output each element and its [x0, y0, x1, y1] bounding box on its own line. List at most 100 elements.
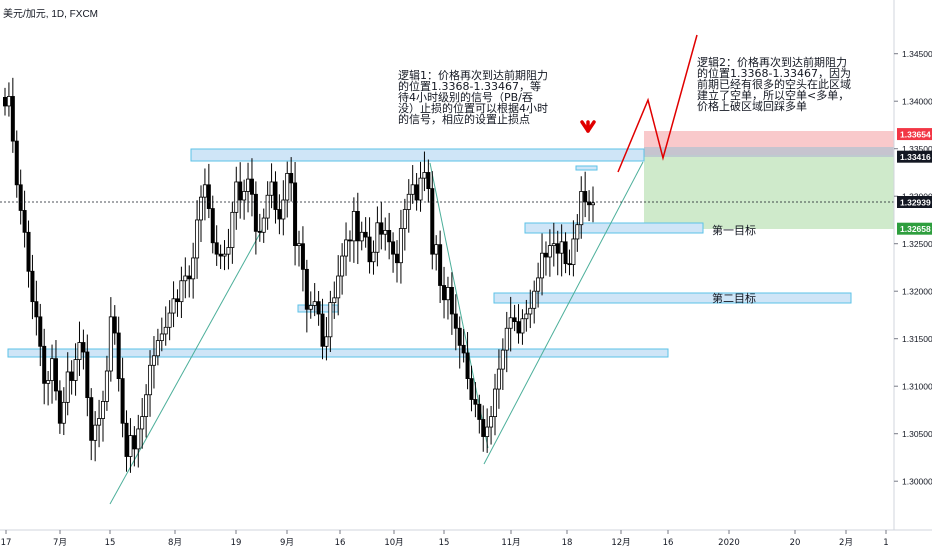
- candle: [112, 305, 117, 345]
- time-tick-label: 2月: [839, 538, 853, 548]
- price-tick-label: 1.34500: [902, 49, 932, 59]
- candle: [387, 212, 392, 260]
- candle: [85, 334, 90, 417]
- candle: [300, 226, 305, 292]
- candle: [434, 235, 439, 271]
- candle: [528, 289, 533, 329]
- time-tick-label: 8月: [168, 538, 182, 548]
- candle: [332, 281, 337, 319]
- candle: [89, 388, 94, 461]
- candle: [277, 194, 282, 235]
- time-tick-label: 2020: [718, 538, 740, 548]
- candle: [14, 130, 19, 198]
- candle: [500, 338, 505, 391]
- profit-target-zone: [644, 155, 894, 229]
- first-target-label: 第一目标: [712, 224, 756, 237]
- candle: [155, 328, 160, 366]
- candle: [179, 266, 184, 318]
- price-badge: [897, 150, 932, 163]
- candle: [293, 162, 298, 266]
- candle: [195, 200, 200, 279]
- candle: [418, 161, 423, 212]
- candle: [50, 344, 55, 404]
- candle: [555, 230, 560, 276]
- small-zone[interactable]: [575, 165, 598, 171]
- candle: [61, 387, 66, 436]
- trendline-2[interactable]: [429, 162, 489, 449]
- time-tick-label: 12月: [611, 538, 630, 548]
- trendline-3[interactable]: [483, 161, 644, 465]
- candle: [218, 244, 223, 269]
- price-tick-label: 1.34000: [902, 97, 932, 107]
- candle: [187, 265, 192, 298]
- candle: [230, 201, 235, 264]
- resistance-zone[interactable]: [190, 148, 645, 162]
- candle: [6, 82, 11, 117]
- candle: [543, 241, 548, 276]
- price-badge-label: 1.33416: [900, 152, 931, 162]
- candle: [210, 195, 215, 254]
- candle: [163, 306, 168, 346]
- time-tick-label: 1: [883, 538, 888, 548]
- candle: [144, 384, 149, 438]
- candle: [65, 352, 70, 416]
- symbol-label: 美元/加元, 1D, FXCM: [3, 9, 99, 20]
- candles-layer: [3, 77, 596, 473]
- price-tick-label: 1.30500: [902, 429, 932, 439]
- second-target-label: 第二目标: [712, 292, 756, 305]
- entry-band: [644, 147, 894, 157]
- candle: [363, 217, 368, 248]
- annotation-logic-1[interactable]: 逻辑1：价格再次到达前期阻力的位置1.3368-1.33467，等待4小时级别的…: [398, 69, 548, 126]
- candle: [320, 298, 325, 360]
- time-axis[interactable]: 17 7月 15 8月 19 9月 16 10月 15 11月 18 12月 16 2020 20 2月 1: [0, 529, 932, 548]
- candle: [344, 222, 349, 276]
- candle: [26, 220, 31, 288]
- candle: [473, 382, 478, 418]
- time-tick-label: 15: [439, 538, 450, 548]
- candle: [312, 283, 317, 317]
- time-tick-label: 7月: [53, 538, 67, 548]
- first-target-zone[interactable]: [524, 222, 704, 234]
- candle: [575, 214, 580, 252]
- second-target-zone[interactable]: [493, 292, 852, 304]
- candle: [128, 418, 133, 473]
- candle: [328, 290, 333, 353]
- candle: [148, 350, 153, 417]
- candle: [532, 280, 537, 324]
- candle: [167, 300, 172, 341]
- candle: [159, 317, 164, 352]
- candle: [132, 426, 137, 467]
- candle: [449, 272, 454, 335]
- candle: [273, 171, 278, 224]
- candle: [304, 259, 309, 333]
- candle: [3, 87, 8, 116]
- candle: [324, 317, 329, 361]
- annotation-logic-2[interactable]: 逻辑2：价格再次到达前期阻力的位置1.3368-1.33467，因为前期已经有很…: [697, 56, 851, 113]
- down-arrow-icon: [580, 120, 596, 133]
- time-tick-label: 16: [663, 538, 674, 548]
- price-axis[interactable]: 1.345001.340001.335001.330001.325001.320…: [893, 0, 932, 530]
- candle: [481, 405, 486, 452]
- candle: [22, 190, 27, 248]
- price-badge-label: 1.33654: [900, 129, 931, 139]
- candle: [77, 321, 82, 376]
- candle: [551, 222, 556, 267]
- projection-path: [617, 34, 698, 173]
- candle: [238, 162, 243, 219]
- time-tick-label: 11月: [501, 538, 520, 548]
- time-tick-label: 19: [231, 538, 242, 548]
- candle: [69, 360, 74, 395]
- candle: [438, 230, 443, 303]
- candle: [124, 410, 129, 472]
- trendline-1[interactable]: [109, 227, 264, 505]
- candle: [53, 340, 58, 401]
- candle: [347, 230, 352, 262]
- candle: [508, 296, 513, 352]
- support-zone[interactable]: [7, 348, 669, 358]
- candle: [281, 180, 286, 236]
- candle: [430, 171, 435, 270]
- trendlines: [109, 161, 644, 505]
- candle: [30, 254, 35, 320]
- candle: [191, 242, 196, 299]
